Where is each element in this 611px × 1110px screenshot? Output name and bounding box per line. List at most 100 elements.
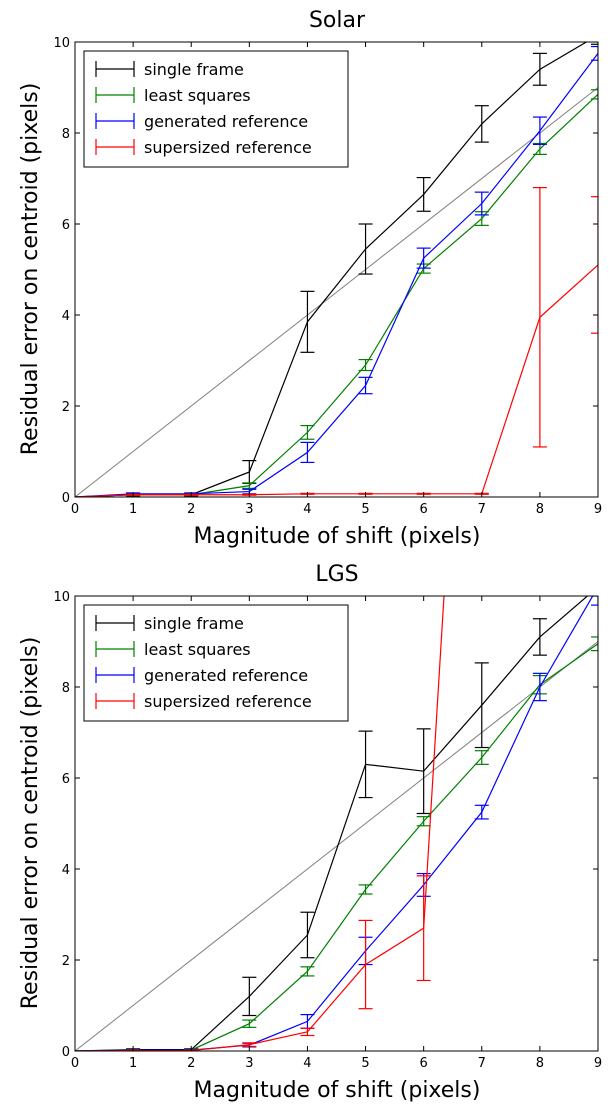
error-bar: [474, 750, 489, 765]
error-bar: [416, 816, 431, 827]
legend: single frame least squares generated refer…: [83, 604, 349, 722]
error-bar: [474, 191, 489, 216]
x-tick-label: 1: [129, 1056, 137, 1071]
error-bar: [474, 105, 489, 143]
x-tick-label: 5: [361, 502, 369, 517]
legend-entry: least squares: [95, 86, 251, 105]
error-bar: [358, 919, 373, 1010]
legend-label: single frame: [144, 614, 244, 633]
x-tick-label: 0: [71, 502, 79, 517]
y-tick-label: 10: [53, 36, 70, 51]
error-bar: [532, 187, 547, 448]
x-tick-label: 4: [303, 1056, 311, 1071]
y-tick-label: 8: [62, 127, 70, 142]
y-tick-label: 4: [62, 309, 70, 324]
x-tick-label: 7: [478, 1056, 486, 1071]
legend-label: supersized reference: [144, 692, 312, 711]
error-bar: [300, 290, 315, 353]
y-tick-label: 6: [62, 218, 70, 233]
y-tick-label: 0: [62, 1045, 70, 1060]
legend-entry: supersized reference: [95, 138, 312, 157]
y-tick-label: 4: [62, 863, 70, 878]
legend-label: least squares: [144, 640, 251, 659]
error-bar: [591, 42, 598, 45]
x-axis-label: Magnitude of shift (pixels): [194, 1078, 481, 1103]
y-axis-label: Residual error on centroid (pixels): [18, 637, 43, 1010]
error-bar: [358, 884, 373, 895]
error-bar: [358, 730, 373, 799]
x-tick-label: 3: [245, 502, 253, 517]
plot-clip: [75, 596, 598, 1051]
legend-box: [83, 50, 349, 168]
series-line-supersized-reference: [75, 264, 598, 497]
x-tick-label: 2: [187, 502, 195, 517]
error-bar: [358, 358, 373, 372]
legend-label: least squares: [144, 86, 251, 105]
error-bar: [416, 875, 431, 982]
error-bar: [591, 636, 598, 652]
legend-label: supersized reference: [144, 138, 312, 157]
error-bar: [591, 596, 598, 597]
x-tick-label: 4: [303, 502, 311, 517]
error-bar: [242, 1019, 257, 1028]
chart-lgs: LGS 0 1 2 3 4 5 6 7 8 9 0 2 4 6 8 10 single frame least …: [18, 562, 602, 1103]
error-bar: [474, 662, 489, 749]
plot-area: [75, 42, 598, 497]
error-bar: [300, 911, 315, 959]
error-bar: [300, 966, 315, 977]
error-bar: [591, 45, 598, 61]
error-bar: [591, 89, 598, 100]
series-line-generated-reference: [75, 53, 598, 497]
legend-label: single frame: [144, 60, 244, 79]
x-tick-label: 6: [420, 1056, 428, 1071]
chart-solar: Solar 0 1 2 3 4 5 6 7 8 9 0 2 4 6 8 10 single frame leas…: [18, 8, 602, 549]
plot-frame: [74, 595, 599, 1052]
y-tick-label: 0: [62, 491, 70, 506]
x-tick-label: 1: [129, 502, 137, 517]
legend-entry: supersized reference: [95, 692, 312, 711]
error-bar: [474, 804, 489, 820]
legend-label: generated reference: [144, 666, 308, 685]
error-bar: [300, 1027, 315, 1037]
error-bar: [242, 460, 257, 484]
legend-label: generated reference: [144, 112, 308, 131]
axis-ticks: 0 1 2 3 4 5 6 7 8 9 0 2 4 6 8 10: [53, 590, 602, 1071]
error-bar: [416, 728, 431, 815]
error-bar: [416, 247, 431, 269]
plot-frame: [74, 41, 599, 498]
legend-entry: generated reference: [95, 112, 308, 131]
error-bar: [416, 176, 431, 212]
chart-title: Solar: [309, 8, 366, 33]
plot-area: [75, 596, 598, 1051]
x-tick-label: 9: [594, 502, 602, 517]
error-bar: [358, 223, 373, 275]
legend-box: [83, 604, 349, 722]
chart-title: LGS: [315, 562, 358, 587]
legend-entry: least squares: [95, 640, 251, 659]
y-axis-label: Residual error on centroid (pixels): [18, 83, 43, 456]
y-tick-label: 6: [62, 772, 70, 787]
x-tick-label: 9: [594, 1056, 602, 1071]
y-tick-label: 2: [62, 954, 70, 969]
error-bar: [242, 976, 257, 1017]
x-tick-label: 8: [536, 1056, 544, 1071]
error-bar: [591, 596, 598, 606]
plot-clip: [75, 42, 598, 497]
x-tick-label: 7: [478, 502, 486, 517]
x-axis-label: Magnitude of shift (pixels): [194, 524, 481, 549]
x-tick-label: 5: [361, 1056, 369, 1071]
error-bar: [532, 618, 547, 656]
error-bar: [300, 441, 315, 464]
x-tick-label: 6: [420, 502, 428, 517]
error-bar: [532, 672, 547, 702]
x-tick-label: 2: [187, 1056, 195, 1071]
error-bar: [358, 376, 373, 395]
error-bar: [300, 424, 315, 440]
x-tick-label: 0: [71, 1056, 79, 1071]
y-tick-label: 8: [62, 681, 70, 696]
reference-line: [75, 641, 598, 1051]
x-tick-label: 3: [245, 1056, 253, 1071]
legend-entry: single frame: [95, 614, 244, 633]
x-tick-label: 8: [536, 502, 544, 517]
error-bar: [532, 116, 547, 145]
